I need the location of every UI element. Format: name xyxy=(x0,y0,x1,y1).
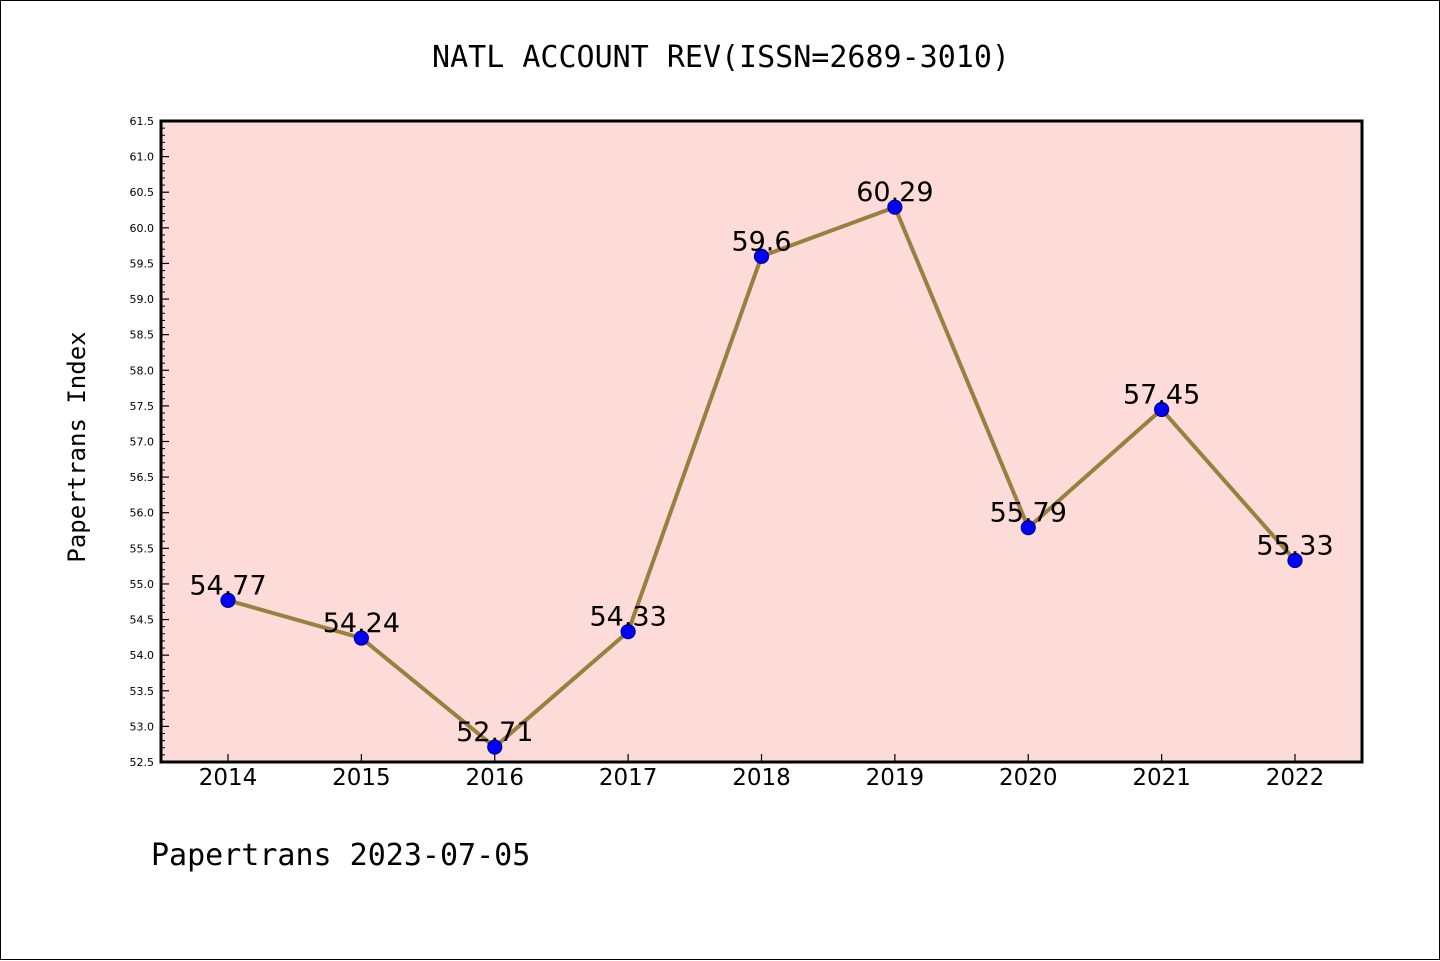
x-tick-label: 2018 xyxy=(732,765,791,791)
data-point xyxy=(620,624,636,640)
y-tick-label: 52.5 xyxy=(130,756,155,769)
data-label: 60.29 xyxy=(856,177,933,208)
data-label-group: 54.77 54.24 52.71 54.33 59.6 60.29 55.79 57.45 5… xyxy=(189,177,1333,748)
y-tick-label: 56.5 xyxy=(130,471,155,484)
series-line-group xyxy=(220,199,1303,755)
y-tick-label: 54.5 xyxy=(130,614,155,627)
data-point xyxy=(353,630,369,646)
y-tick-label: 54.0 xyxy=(130,649,155,662)
data-label: 54.77 xyxy=(189,570,266,601)
x-tick-label: 2022 xyxy=(1266,765,1325,791)
y-tick-label: 58.5 xyxy=(130,329,155,342)
data-point xyxy=(1154,401,1170,418)
data-label: 54.33 xyxy=(589,602,666,633)
data-point xyxy=(1020,520,1036,536)
y-tick-label: 56.0 xyxy=(130,507,155,520)
y-axis-label: Papertrans Index xyxy=(63,331,91,562)
data-point xyxy=(220,592,236,608)
y-axis: 52.5 53.0 53.5 54.0 54.5 55.0 55.5 56.0 56.5 57.0… xyxy=(130,115,169,769)
y-tick-label: 55.0 xyxy=(130,578,155,591)
data-label: 57.45 xyxy=(1123,379,1200,410)
y-tick-label: 53.5 xyxy=(130,685,155,698)
footer-text: Papertrans 2023-07-05 xyxy=(151,838,530,873)
y-tick-label: 57.0 xyxy=(130,436,155,449)
y-tick-label: 61.0 xyxy=(130,151,155,164)
x-tick-label: 2020 xyxy=(999,765,1058,791)
x-tick-label: 2015 xyxy=(332,765,391,791)
data-label: 55.79 xyxy=(990,498,1067,529)
y-tick-label: 58.0 xyxy=(130,364,155,377)
data-label: 59.6 xyxy=(731,226,791,257)
chart-title: NATL ACCOUNT REV(ISSN=2689-3010) xyxy=(432,40,1010,75)
y-tick-label: 59.5 xyxy=(130,257,155,270)
y-tick-label: 60.5 xyxy=(130,186,155,199)
x-tick-label: 2021 xyxy=(1132,765,1191,791)
x-tick-label: 2014 xyxy=(199,765,258,791)
x-tick-label: 2019 xyxy=(866,765,925,791)
plot-area xyxy=(159,119,1364,764)
y-tick-label: 59.0 xyxy=(130,293,155,306)
data-label: 54.24 xyxy=(323,608,400,639)
data-point xyxy=(1287,552,1303,569)
y-tick-label: 55.5 xyxy=(130,542,155,555)
x-tick-label: 2017 xyxy=(599,765,658,791)
x-axis: 2014 2015 2016 2017 2018 2019 2020 2021 2022 xyxy=(199,754,1325,791)
y-tick-label: 53.0 xyxy=(130,720,155,733)
x-tick-label: 2016 xyxy=(465,765,524,791)
data-point xyxy=(887,199,903,215)
y-tick-label: 60.0 xyxy=(130,222,155,235)
data-label: 55.33 xyxy=(1256,530,1333,561)
y-tick-label: 61.5 xyxy=(130,115,155,128)
data-label: 52.71 xyxy=(456,717,533,748)
data-point xyxy=(753,248,770,264)
data-point xyxy=(487,739,503,755)
y-tick-label: 57.5 xyxy=(130,400,155,413)
